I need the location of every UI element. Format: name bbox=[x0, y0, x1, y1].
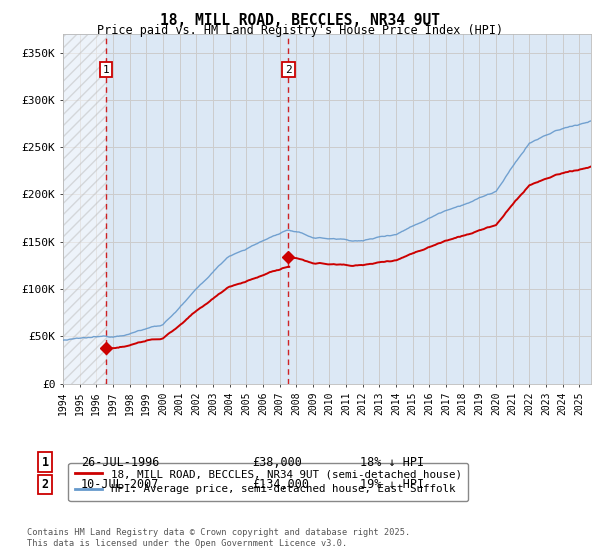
Text: 2: 2 bbox=[285, 64, 292, 74]
Text: 1: 1 bbox=[103, 64, 109, 74]
Text: £134,000: £134,000 bbox=[252, 478, 309, 491]
Text: 1: 1 bbox=[41, 455, 49, 469]
Bar bbox=[63, 34, 106, 384]
Text: 18, MILL ROAD, BECCLES, NR34 9UT: 18, MILL ROAD, BECCLES, NR34 9UT bbox=[160, 13, 440, 28]
Text: 18% ↓ HPI: 18% ↓ HPI bbox=[360, 455, 424, 469]
Text: 2: 2 bbox=[41, 478, 49, 491]
Text: 10-JUL-2007: 10-JUL-2007 bbox=[81, 478, 160, 491]
Text: Price paid vs. HM Land Registry's House Price Index (HPI): Price paid vs. HM Land Registry's House … bbox=[97, 24, 503, 37]
Text: £38,000: £38,000 bbox=[252, 455, 302, 469]
Text: 19% ↓ HPI: 19% ↓ HPI bbox=[360, 478, 424, 491]
Legend: 18, MILL ROAD, BECCLES, NR34 9UT (semi-detached house), HPI: Average price, semi: 18, MILL ROAD, BECCLES, NR34 9UT (semi-d… bbox=[68, 463, 468, 501]
Text: 26-JUL-1996: 26-JUL-1996 bbox=[81, 455, 160, 469]
Text: Contains HM Land Registry data © Crown copyright and database right 2025.
This d: Contains HM Land Registry data © Crown c… bbox=[27, 528, 410, 548]
